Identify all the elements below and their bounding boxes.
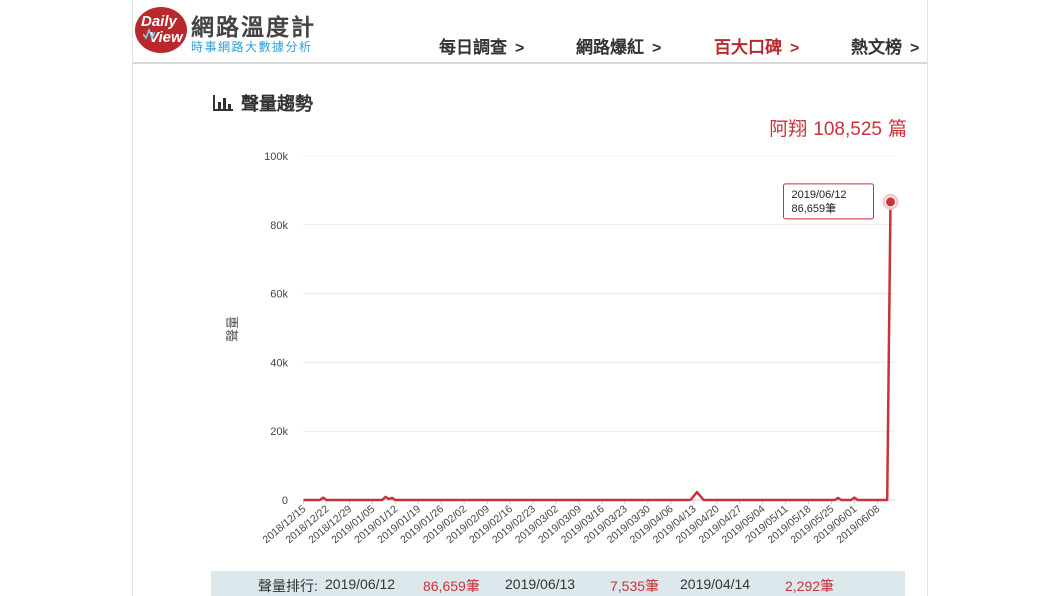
total-subject: 阿翔 (769, 119, 808, 140)
chevron-right-icon: > (910, 40, 920, 57)
x-tick-labels: 2018/12/152018/12/222018/12/292019/01/05… (260, 500, 882, 546)
tooltip-date: 2019/06/12 (792, 189, 847, 201)
total-number: 108,525 (813, 119, 882, 140)
tooltip-box (783, 183, 874, 220)
total-unit: 篇 (887, 119, 907, 140)
brand-title[interactable]: 網路溫度計 (191, 14, 316, 40)
highlight-point[interactable] (885, 196, 896, 208)
nav-label: 百大口碑 (714, 38, 782, 57)
y-tick-label: 80k (270, 220, 288, 232)
brand-subtitle: 時事網路大數據分析 (191, 40, 313, 54)
series-line-volume (303, 201, 892, 502)
ranking-date-1: 2019/06/12 (325, 576, 396, 592)
data-tooltip: 2019/06/12 86,659筆 (783, 183, 874, 220)
ranking-date-2: 2019/06/13 (505, 576, 576, 592)
y-tick-label: 0 (282, 495, 288, 507)
y-tick-label: 100k (264, 151, 288, 163)
nav-label: 每日調查 (439, 38, 507, 57)
ranking-date-3: 2019/04/14 (680, 576, 751, 592)
site-header: Daily View 網路溫度計 時事網路大數據分析 每日調查 > 網路爆紅 > 百… (133, 0, 927, 64)
chevron-right-icon: > (515, 40, 525, 57)
total-count: 阿翔 108,525 篇 (763, 114, 907, 141)
y-axis-label: 聲量 (225, 316, 240, 342)
volume-trend-chart: 0 20k 40k 60k 80k 100k 2018/12/152018/12/2220… (225, 151, 899, 546)
chevron-right-icon: > (790, 40, 800, 57)
section-title: 聲量趨勢 (241, 94, 313, 114)
wave-icon (143, 28, 155, 40)
ranking-bar: 聲量排行: 2019/06/12 86,659筆 2019/06/13 7,53… (211, 571, 905, 596)
logo-text-view: View (149, 29, 183, 46)
y-tick-label: 60k (270, 289, 288, 301)
ranking-label: 聲量排行: (258, 578, 318, 594)
brand-logo[interactable]: Daily View (135, 7, 187, 53)
logo-text-daily: Daily (141, 13, 177, 30)
y-tick-label: 40k (270, 357, 288, 369)
tooltip-value: 86,659筆 (792, 201, 837, 215)
y-tick-labels: 0 20k 40k 60k 80k 100k (264, 151, 288, 507)
ranking-value-1: 86,659筆 (423, 578, 480, 594)
bar-chart-icon (213, 95, 233, 111)
ranking-value-3: 2,292筆 (785, 578, 835, 594)
y-tick-label: 20k (270, 426, 288, 438)
chevron-right-icon: > (652, 40, 662, 57)
page-frame: Daily View 網路溫度計 時事網路大數據分析 每日調查 > 網路爆紅 > 百… (132, 0, 928, 596)
ranking-value-2: 7,535筆 (610, 578, 660, 594)
nav-viral[interactable]: 網路爆紅 > (576, 33, 661, 58)
nav-top100[interactable]: 百大口碑 > (714, 33, 799, 58)
nav-label: 網路爆紅 (576, 38, 644, 57)
nav-hot-articles[interactable]: 熱文榜 > (851, 33, 919, 58)
nav-label: 熱文榜 (851, 38, 902, 57)
nav-daily-survey[interactable]: 每日調查 > (439, 33, 524, 58)
